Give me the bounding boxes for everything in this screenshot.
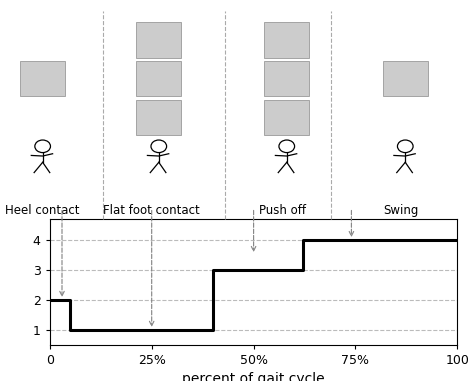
FancyBboxPatch shape [264,61,309,96]
FancyBboxPatch shape [20,61,65,96]
Text: Flat foot contact: Flat foot contact [103,204,200,217]
FancyBboxPatch shape [383,61,428,96]
FancyBboxPatch shape [264,100,309,135]
FancyBboxPatch shape [137,61,182,96]
FancyBboxPatch shape [264,22,309,58]
X-axis label: percent of gait cycle: percent of gait cycle [182,372,325,381]
FancyBboxPatch shape [137,100,182,135]
Text: Push off: Push off [258,204,306,217]
Text: Heel contact: Heel contact [5,204,80,217]
FancyBboxPatch shape [137,22,182,58]
Text: Swing: Swing [383,204,418,217]
